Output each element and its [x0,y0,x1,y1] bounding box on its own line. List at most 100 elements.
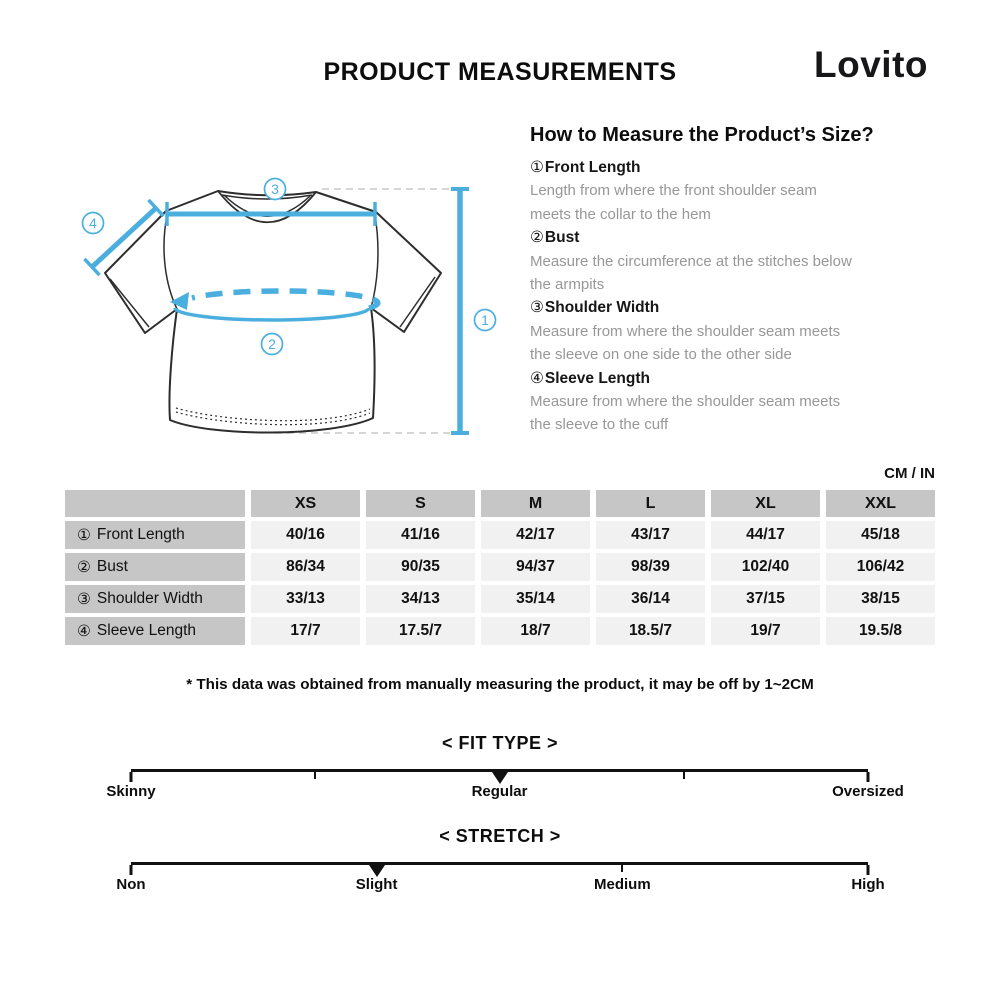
size-value-cell: 42/17 [481,521,590,549]
item-number: ② [530,229,544,247]
how-to-heading: How to Measure the Product’s Size? [530,124,874,146]
row-label: ① Front Length [65,521,245,549]
size-value-cell: 102/40 [711,553,820,581]
item-label: Shoulder Width [544,299,660,317]
scale-tick [866,772,870,782]
badge-1: 1 [473,308,497,332]
size-value-cell: 106/42 [826,553,935,581]
row-label: ② Bust [65,553,245,581]
size-value-cell: 37/15 [711,585,820,613]
size-col-header: XXL [826,490,935,517]
tshirt-outline [104,190,442,434]
item-desc-line: Measure from where the shoulder seam mee… [530,322,841,340]
scale-label: Medium [594,876,651,893]
item-number: ① [530,159,544,176]
stretch-heading: < STRETCH > [439,826,561,846]
brand-logo: Lovito [814,44,928,85]
footnote: * This data was obtained from manually m… [186,676,814,693]
size-value-cell: 94/37 [481,553,590,581]
unit-label: CM / IN [884,465,935,482]
item-number: ④ [530,369,544,387]
size-col-header: L [596,490,705,517]
sleeve-length-measure-line [83,198,165,277]
size-value-cell: 38/15 [826,585,935,613]
item-desc-line: the sleeve to the cuff [530,416,669,434]
svg-text:1: 1 [481,312,489,328]
size-value-cell: 17/7 [251,617,360,645]
item-desc-line: meets the collar to the hem [530,205,711,223]
shoulder-width-measure-line [165,202,377,226]
scale-tick [866,865,870,875]
item-desc-line: the armpits [530,276,605,294]
item-label: Front Length [544,159,641,176]
size-value-cell: 36/14 [596,585,705,613]
badge-3: 3 [263,177,287,201]
size-value-cell: 33/13 [251,585,360,613]
item-desc-line: Measure the circumference at the stitche… [530,252,852,270]
badge-4: 4 [81,211,105,235]
scale-label: Skinny [106,783,156,800]
size-value-cell: 44/17 [711,521,820,549]
size-col-header: M [481,490,590,517]
measure-item: ①Front Length Length from where the fron… [530,156,970,226]
item-desc-line: Length from where the front shoulder sea… [530,182,817,200]
item-number: ③ [530,299,544,317]
size-value-cell: 18.5/7 [596,617,705,645]
scale-label: High [851,876,885,893]
svg-text:2: 2 [268,336,276,352]
size-value-cell: 35/14 [481,585,590,613]
size-value-cell: 90/35 [366,553,475,581]
size-value-cell: 86/34 [251,553,360,581]
size-value-cell: 40/16 [251,521,360,549]
scale-tick [621,865,624,872]
tshirt-measurement-diagram: 3 4 2 1 [81,177,497,435]
hem-stitch-line [175,407,371,422]
row-label: ④ Sleeve Length [65,617,245,645]
size-value-cell: 43/17 [596,521,705,549]
measure-item: ④Sleeve Length Measure from where the sh… [530,367,970,437]
table-corner-cell [65,490,245,517]
size-value-cell: 18/7 [481,617,590,645]
badge-2: 2 [260,332,284,356]
svg-text:3: 3 [271,181,279,197]
row-label: ③ Shoulder Width [65,585,245,613]
scale-tick [682,772,685,779]
scale-tick [129,865,133,875]
size-col-header: XS [251,490,360,517]
size-value-cell: 41/16 [366,521,475,549]
page-title: PRODUCT MEASUREMENTS [323,58,677,86]
size-value-cell: 19/7 [711,617,820,645]
size-value-cell: 45/18 [826,521,935,549]
scale-label: Slight [355,876,398,893]
right-cuff-line [399,276,436,328]
item-label: Bust [544,229,580,247]
fit-type-marker [491,772,508,784]
size-col-header: S [366,490,475,517]
front-length-measure-line [451,187,469,435]
collar-outer-arc [217,190,317,224]
scale-tick [129,772,133,782]
stretch-rail: Non Slight Medium High [116,862,885,893]
collar-band-line [221,194,313,200]
size-value-cell: 98/39 [596,553,705,581]
scale-label: Regular [471,783,528,800]
scale-label: Non [116,876,146,893]
stretch-marker [368,865,385,877]
scale-tick [314,772,317,779]
arrow-head [170,292,189,310]
size-value-cell: 19.5/8 [826,617,935,645]
scale-label: Oversized [832,783,904,800]
how-to-section: How to Measure the Product’s Size? ①Fron… [530,124,970,437]
item-desc-line: Measure from where the shoulder seam mee… [530,393,841,411]
svg-text:4: 4 [89,215,97,231]
hem-stitch-line [175,411,371,426]
item-desc-line: the sleeve on one side to the other side [530,346,792,364]
size-col-header: XL [711,490,820,517]
size-table: XS S M L XL XXL ① Front Length 40/16 41/1… [65,490,935,645]
size-value-cell: 34/13 [366,585,475,613]
fit-type-heading: < FIT TYPE > [441,733,559,753]
left-cuff-line [109,278,150,328]
size-value-cell: 17.5/7 [366,617,475,645]
bust-measure-ellipse [170,288,381,322]
item-label: Sleeve Length [544,369,650,387]
